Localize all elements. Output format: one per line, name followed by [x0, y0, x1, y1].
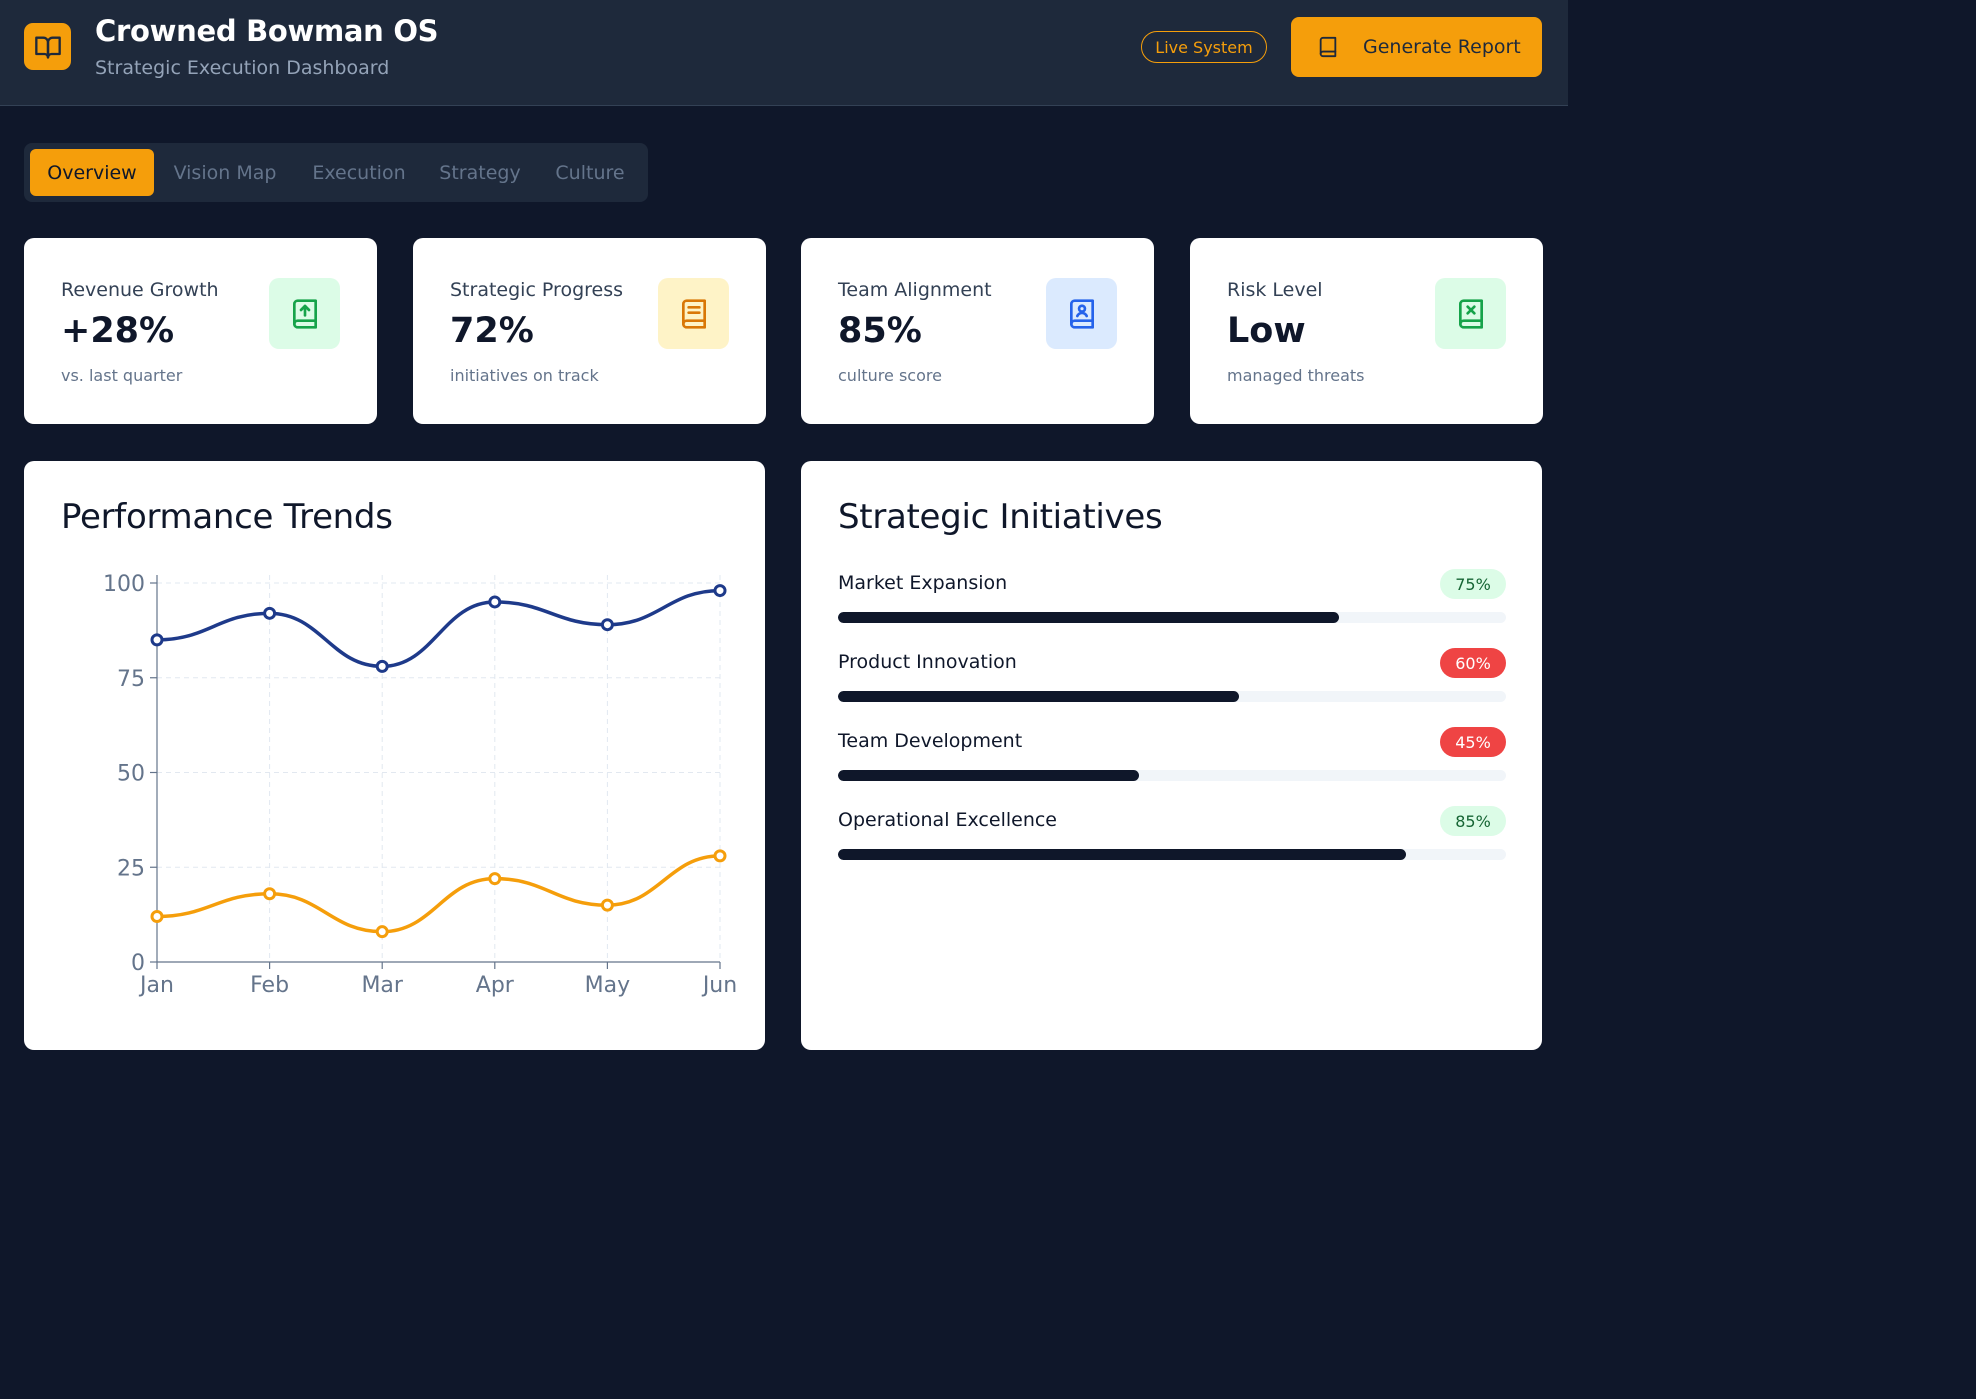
data-point — [713, 849, 727, 863]
stat-card-revenue: Revenue Growth +28% vs. last quarter — [24, 238, 377, 424]
x-tick-label: Feb — [250, 973, 289, 998]
stat-label: Revenue Growth — [61, 279, 219, 301]
document-icon — [658, 278, 729, 349]
tab-bar: Overview Vision Map Execution Strategy C… — [24, 143, 648, 202]
initiative-badge: 75% — [1440, 569, 1506, 599]
data-point — [375, 925, 389, 939]
y-tick-label: 25 — [117, 856, 145, 881]
data-point — [375, 659, 389, 673]
performance-line-chart: 0 25 50 75 100 Jan Feb Mar Apr May Jun — [103, 572, 737, 998]
x-tick-label: May — [585, 973, 630, 998]
initiative-badge: 45% — [1440, 727, 1506, 757]
y-tick-label: 50 — [117, 762, 145, 787]
tab-execution[interactable]: Execution — [312, 161, 406, 184]
x-book-icon — [1435, 278, 1506, 349]
initiative-name: Product Innovation — [838, 651, 1017, 673]
y-tick-label: 0 — [131, 951, 145, 976]
data-point — [263, 887, 277, 901]
x-tick-label: Mar — [361, 973, 403, 998]
data-point — [600, 898, 614, 912]
series-line-2 — [156, 854, 721, 934]
app-title: Crowned Bowman OS — [95, 14, 439, 48]
status-badge: Live System — [1141, 31, 1267, 63]
stat-sub: vs. last quarter — [61, 366, 183, 385]
initiative-progress-fill — [838, 770, 1139, 781]
y-tick-label: 100 — [103, 572, 145, 597]
data-point — [488, 595, 502, 609]
performance-trends-card: Performance Trends 0 25 50 75 100 Jan Feb Mar Ap… — [24, 461, 765, 1050]
upload-book-icon — [269, 278, 340, 349]
stat-sub: culture score — [838, 366, 942, 385]
data-point — [488, 872, 502, 886]
stat-card-risk: Risk Level Low managed threats — [1190, 238, 1543, 424]
generate-report-button[interactable]: Generate Report — [1291, 17, 1542, 77]
initiative-progress-bar — [838, 849, 1506, 860]
x-tick-label: Apr — [476, 973, 515, 998]
initiative-name: Market Expansion — [838, 572, 1008, 594]
stat-sub: initiatives on track — [450, 366, 599, 385]
app-header: Crowned Bowman OS Strategic Execution Da… — [0, 0, 1568, 106]
contact-book-icon — [1046, 278, 1117, 349]
initiative-name: Operational Excellence — [838, 809, 1057, 831]
stat-card-progress: Strategic Progress 72% initiatives on tr… — [413, 238, 766, 424]
series-line-1 — [156, 588, 721, 669]
initiative-progress-fill — [838, 849, 1406, 860]
performance-title: Performance Trends — [61, 497, 393, 537]
stat-value: Low — [1227, 311, 1306, 351]
tab-overview[interactable]: Overview — [30, 149, 154, 196]
generate-report-label: Generate Report — [1363, 36, 1521, 58]
stat-label: Team Alignment — [838, 279, 992, 301]
data-point — [713, 584, 727, 598]
initiatives-title: Strategic Initiatives — [838, 497, 1163, 537]
initiative-name: Team Development — [838, 730, 1023, 752]
strategic-initiatives-card: Strategic Initiatives Market Expansion 7… — [801, 461, 1542, 1050]
stat-value: 72% — [450, 311, 534, 351]
data-point — [150, 633, 164, 647]
stat-label: Risk Level — [1227, 279, 1323, 301]
book-open-icon — [24, 23, 71, 70]
stat-value: +28% — [61, 311, 175, 351]
initiative-progress-bar — [838, 612, 1506, 623]
initiative-progress-bar — [838, 770, 1506, 781]
app-subtitle: Strategic Execution Dashboard — [95, 57, 390, 79]
stat-value: 85% — [838, 311, 922, 351]
data-point — [263, 606, 277, 620]
initiative-progress-fill — [838, 691, 1239, 702]
data-point — [600, 618, 614, 632]
initiative-progress-fill — [838, 612, 1339, 623]
stat-sub: managed threats — [1227, 366, 1365, 385]
initiative-progress-bar — [838, 691, 1506, 702]
x-tick-label: Jan — [138, 973, 174, 998]
tab-strategy[interactable]: Strategy — [439, 161, 521, 184]
initiative-badge: 85% — [1440, 806, 1506, 836]
data-point — [150, 910, 164, 924]
y-tick-label: 75 — [117, 667, 145, 692]
stat-label: Strategic Progress — [450, 279, 624, 301]
tab-vision-map[interactable]: Vision Map — [173, 161, 277, 184]
book-icon — [1319, 36, 1337, 58]
tab-culture[interactable]: Culture — [555, 161, 625, 184]
x-tick-label: Jun — [701, 973, 737, 998]
stat-card-alignment: Team Alignment 85% culture score — [801, 238, 1154, 424]
initiative-badge: 60% — [1440, 648, 1506, 678]
